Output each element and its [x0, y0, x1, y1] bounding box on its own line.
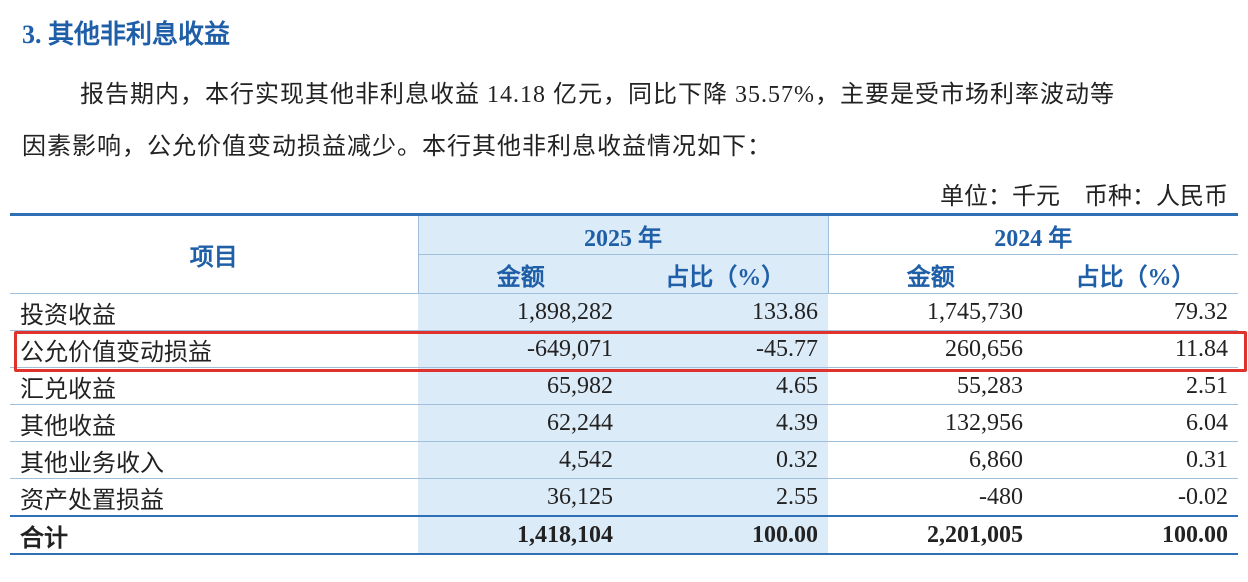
year-header: 2024 年 [827, 214, 1238, 255]
cell-value: 2.51 [1033, 367, 1238, 405]
cell-value: 4.39 [623, 404, 828, 442]
cell-value: 4.65 [623, 367, 828, 405]
column-header: 金额 [827, 254, 1033, 294]
cell-value: 2,201,005 [828, 515, 1033, 554]
paragraph-line: 因素影响，公允价值变动损益减少。本行其他非利息收益情况如下： [22, 134, 772, 160]
cell-value: -480 [828, 478, 1033, 516]
column-header: 占比（%） [623, 254, 828, 294]
column-header: 占比（%） [1075, 264, 1196, 291]
cell-value: 0.31 [1033, 441, 1238, 479]
header-row: 金额 占比（%） 金额 占比（%） [10, 254, 1238, 294]
cell-value: 62,244 [418, 404, 623, 442]
row-label: 其他收益 [10, 404, 418, 442]
cell-value: 11.84 [1033, 330, 1238, 368]
cell-value: 1,745,730 [828, 293, 1033, 331]
table-row: 合计 1,418,104 100.00 2,201,005 100.00 [10, 515, 1238, 554]
row-label: 合计 [10, 515, 418, 554]
header-row: 项目 2025 年 2024 年 [10, 214, 1238, 271]
cell-value: 36,125 [418, 478, 623, 516]
row-label: 公允价值变动损益 [10, 330, 418, 368]
table-row: 汇兑收益 65,982 4.65 55,283 2.51 [10, 367, 1238, 405]
cell-value: 100.00 [623, 515, 828, 554]
cell-value: -0.02 [1033, 478, 1238, 516]
cell-value: 55,283 [828, 367, 1033, 405]
cell-value: 2.55 [623, 478, 828, 516]
item-header: 项目 [189, 245, 238, 271]
cell-value: 4,542 [418, 441, 623, 479]
income-table: 项目 2025 年 2024 年 金额 占比（%） 金额 占比（%） 投资收益 1… [10, 213, 1238, 555]
paragraph-line: 报告期内，本行实现其他非利息收益 14.18 亿元，同比下降 35.57%，主要… [80, 82, 1115, 108]
row-label: 其他业务收入 [10, 441, 418, 479]
column-header: 金额 [417, 254, 623, 294]
cell-value: -45.77 [623, 330, 828, 368]
cell-value: -649,071 [418, 330, 623, 368]
cell-value: 132,956 [828, 404, 1033, 442]
cell-value: 100.00 [1033, 515, 1238, 554]
table-header: 项目 2025 年 2024 年 金额 占比（%） 金额 占比（%） [10, 214, 1238, 294]
row-label: 投资收益 [10, 293, 418, 331]
row-label: 资产处置损益 [10, 478, 418, 516]
table-body: 投资收益 1,898,282 133.86 1,745,730 79.32 公允价值变动损… [10, 293, 1238, 554]
cell-value: 1,898,282 [418, 293, 623, 331]
table-row: 公允价值变动损益 -649,071 -45.77 260,656 11.84 [10, 330, 1238, 368]
table-row: 投资收益 1,898,282 133.86 1,745,730 79.32 [10, 293, 1238, 331]
cell-value: 1,418,104 [418, 515, 623, 554]
cell-value: 65,982 [418, 367, 623, 405]
unit-note: 单位：千元 币种：人民币 [940, 184, 1228, 210]
cell-value: 6,860 [828, 441, 1033, 479]
table-row: 其他业务收入 4,542 0.32 6,860 0.31 [10, 441, 1238, 479]
section-heading: 3. 其他非利息收益 [22, 20, 231, 49]
cell-value: 79.32 [1033, 293, 1238, 331]
cell-value: 6.04 [1033, 404, 1238, 442]
year-header: 2025 年 [417, 214, 828, 255]
cell-value: 0.32 [623, 441, 828, 479]
table-row: 其他收益 62,244 4.39 132,956 6.04 [10, 404, 1238, 442]
table-row: 资产处置损益 36,125 2.55 -480 -0.02 [10, 478, 1238, 516]
row-label: 汇兑收益 [10, 367, 418, 405]
cell-value: 133.86 [623, 293, 828, 331]
cell-value: 260,656 [828, 330, 1033, 368]
